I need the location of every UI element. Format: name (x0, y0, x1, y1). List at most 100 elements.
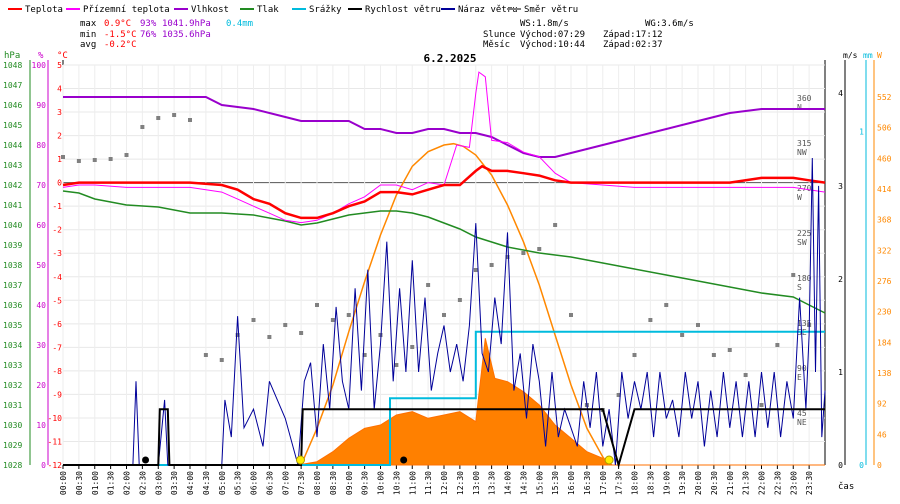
tick-press-20: 1028 (3, 461, 22, 470)
wind-direction-point (537, 247, 542, 251)
tick-x-17: 08:30 (329, 471, 338, 495)
wind-direction-point (473, 268, 478, 272)
tick-press-0: 1048 (3, 61, 22, 70)
tick-press-13: 1035 (3, 321, 22, 330)
tick-temp-0: 5 (57, 61, 62, 70)
tick-rad-11: 46 (877, 430, 887, 439)
tick-x-3: 01:30 (107, 471, 116, 495)
tick-x-35: 17:30 (615, 471, 624, 495)
tick-dir-deg-2: 270 (797, 184, 812, 193)
stats-max-label: max (80, 19, 97, 29)
tick-x-5: 02:30 (138, 471, 147, 495)
wind-direction-point (648, 318, 653, 322)
tick-press-8: 1040 (3, 221, 22, 230)
tick-x-14: 07:00 (281, 471, 290, 495)
legend: Teplota Přízemní teplota Vlhkost Tlak Srážky… (8, 5, 578, 15)
tick-hum-9: 10 (36, 421, 46, 430)
wind-direction-point (315, 303, 319, 307)
tick-press-9: 1039 (3, 241, 22, 250)
tick-press-6: 1042 (3, 181, 22, 190)
wind-direction-point (299, 331, 304, 335)
tick-wind-4: 0 (838, 461, 843, 470)
wind-direction-point (92, 158, 97, 162)
tick-x-47: 23:30 (805, 471, 814, 495)
tick-rad-3: 414 (877, 185, 892, 194)
wind-direction-point (696, 323, 700, 327)
tick-x-46: 23:00 (789, 471, 798, 495)
tick-dir-deg-1: 315 (797, 139, 812, 148)
tick-x-33: 16:30 (583, 471, 592, 495)
info-block: WS:1.8m/s WG:3.6m/s Slunce Východ:07:29 … (483, 19, 694, 50)
stats-max-hum: 93% (140, 19, 157, 29)
series-wind-gust (63, 157, 826, 466)
wind-direction-point (378, 333, 383, 337)
wind-direction-point (76, 159, 81, 163)
tick-dir-deg-3: 225 (797, 229, 812, 238)
tick-rad-1: 506 (877, 124, 892, 133)
tick-x-40: 20:00 (694, 471, 703, 495)
wind-direction-point (172, 113, 177, 117)
wind-direction-point (553, 223, 558, 227)
tick-x-34: 17:00 (599, 471, 608, 495)
tick-dir-name-6: E (797, 373, 802, 382)
tick-rad-6: 276 (877, 277, 892, 286)
tick-x-20: 10:00 (377, 471, 386, 495)
tick-rad-2: 460 (877, 154, 892, 163)
stats-min-label: min (80, 30, 96, 40)
tick-temp-14: -9 (52, 390, 62, 399)
tick-dir-name-7: NE (797, 418, 807, 427)
tick-x-1: 00:30 (75, 471, 84, 495)
tick-hum-7: 30 (36, 341, 46, 350)
wind-direction-point (188, 118, 192, 122)
axis-unit-temp: °C (57, 51, 68, 61)
tick-rad-12: 0 (877, 461, 882, 470)
tick-x-21: 10:30 (392, 471, 401, 495)
tick-x-32: 16:00 (567, 471, 576, 495)
stats-max-press: 1041.9hPa (162, 19, 211, 29)
legend-label-7: Směr větru (524, 5, 578, 15)
stats-min-hum: 76% (140, 30, 157, 40)
info-sun-rise: Východ:07:29 (520, 30, 585, 40)
wind-direction-point (156, 116, 161, 120)
tick-temp-1: 4 (57, 85, 62, 94)
marker-moonrise (400, 456, 408, 464)
tick-x-18: 09:00 (345, 471, 354, 495)
tick-dir-name-3: SW (797, 238, 807, 247)
tick-press-5: 1043 (3, 161, 22, 170)
info-moon-set: Západ:02:37 (603, 40, 663, 50)
wind-direction-point (457, 298, 462, 302)
tick-temp-9: -4 (52, 273, 62, 282)
wind-direction-point (489, 263, 494, 267)
tick-press-17: 1031 (3, 401, 22, 410)
wind-direction-point (108, 157, 113, 161)
tick-temp-6: -1 (52, 202, 62, 211)
tick-x-19: 09:30 (361, 471, 370, 495)
axis-unit-hum: % (38, 51, 44, 61)
tick-dir-deg-5: 135 (797, 319, 812, 328)
tick-x-42: 21:00 (726, 471, 735, 495)
tick-press-12: 1036 (3, 301, 22, 310)
stats-max-temp: 0.9°C (104, 19, 131, 29)
wind-direction-point (362, 353, 367, 357)
marker-sunrise (295, 455, 305, 465)
wind-direction-point (680, 333, 685, 337)
tick-x-43: 21:30 (742, 471, 751, 495)
tick-x-38: 19:00 (662, 471, 671, 495)
tick-x-31: 15:30 (551, 471, 560, 495)
tick-temp-16: -11 (48, 437, 63, 446)
stats-avg-label: avg (80, 40, 96, 50)
tick-hum-4: 60 (36, 221, 46, 230)
axis-unit-rain: mm (863, 51, 873, 60)
tick-temp-7: -2 (52, 226, 62, 235)
tick-hum-1: 90 (36, 101, 46, 110)
tick-dir-deg-6: 90 (797, 364, 807, 373)
tick-rad-9: 138 (877, 369, 892, 378)
series-pressure (62, 190, 826, 314)
tick-press-14: 1034 (3, 341, 22, 350)
series-humidity (63, 96, 825, 158)
tick-temp-8: -3 (52, 249, 62, 258)
tick-wind-3: 1 (838, 368, 843, 377)
tick-x-9: 04:30 (202, 471, 211, 495)
